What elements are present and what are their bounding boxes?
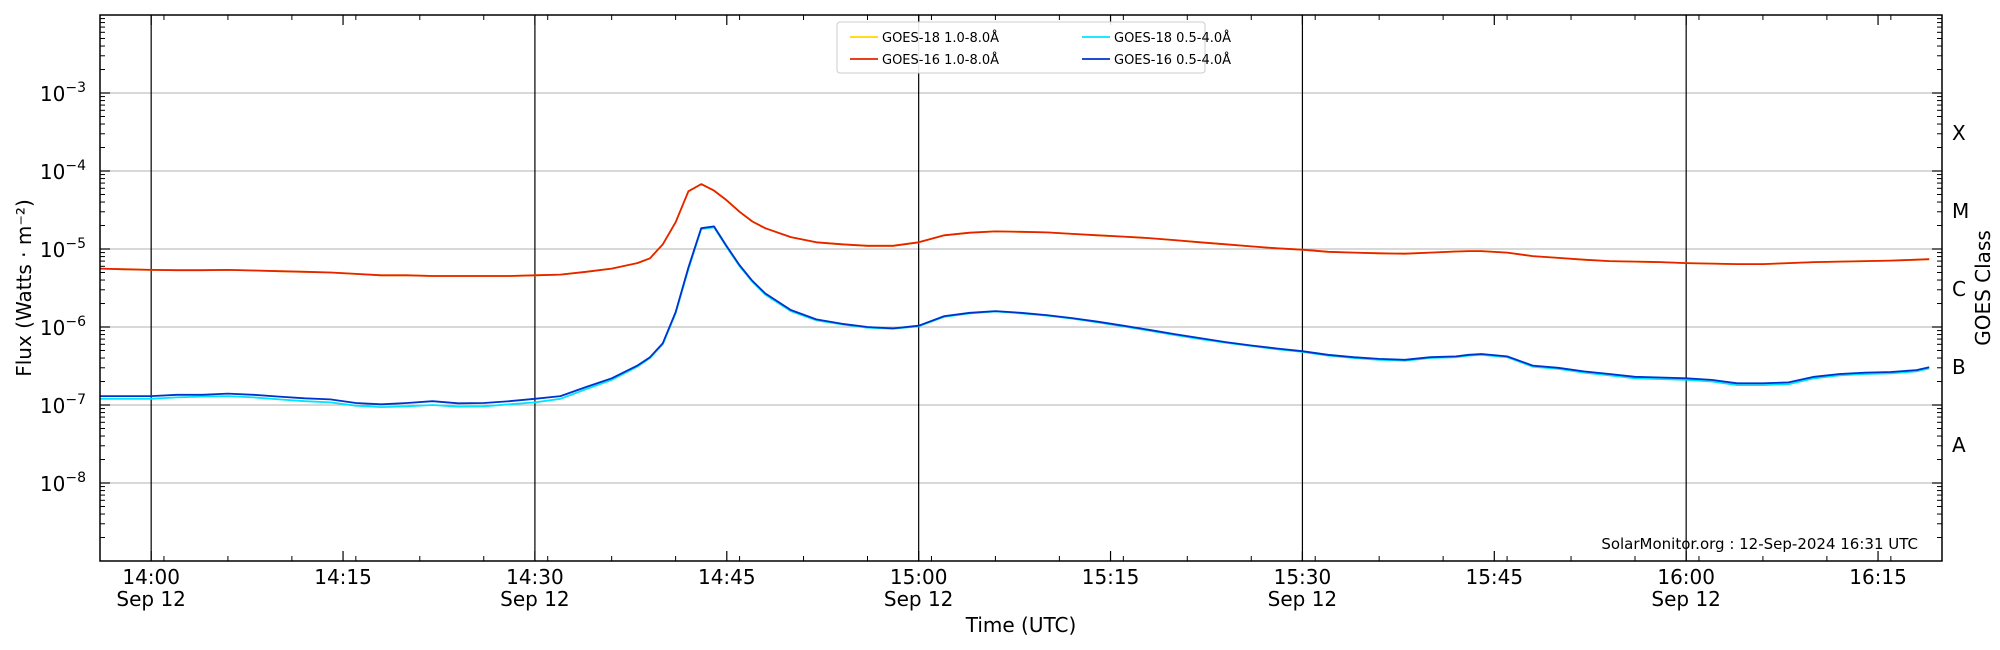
y-tick-label: 10−8	[40, 470, 86, 496]
legend-label: GOES-18 1.0-8.0Å	[882, 30, 999, 46]
y-tick-label: 10−5	[40, 236, 86, 262]
y-tick-label: 10−4	[40, 158, 86, 184]
series-line-goes-18-0-5-4-0	[100, 226, 1930, 409]
x-tick-label: 14:00	[122, 565, 180, 589]
x-tick-label: 14:45	[698, 565, 756, 589]
goes-class-labels: A B C M X	[1952, 121, 1969, 457]
goes-class-label: M	[1952, 199, 1969, 223]
day-hour-markers	[150, 15, 1687, 561]
x-tick-date-label: Sep 12	[1651, 587, 1721, 611]
x-tick-date-label: Sep 12	[1268, 587, 1338, 611]
legend-label: GOES-16 0.5-4.0Å	[1114, 52, 1231, 68]
x-axis-title: Time (UTC)	[965, 613, 1077, 637]
legend-frame	[836, 21, 1206, 74]
x-tick-date-label: Sep 12	[500, 587, 570, 611]
plot-series	[99, 183, 1930, 409]
goes-class-label: X	[1952, 121, 1966, 145]
goes-class-label: A	[1952, 433, 1966, 457]
x-tick-label: 15:00	[890, 565, 948, 589]
y-tick-labels: 10−8 10−7 10−6 10−5 10−4 10−3	[40, 80, 86, 496]
y-tick-label: 10−7	[40, 392, 86, 418]
plot-frame	[99, 14, 1943, 562]
x-tick-label: 15:30	[1274, 565, 1332, 589]
watermark-label: SolarMonitor.org : 12-Sep-2024 16:31 UTC	[1601, 535, 1918, 553]
x-tick-label: 16:15	[1849, 565, 1907, 589]
grid-lines	[100, 92, 1942, 484]
axis-ticks	[99, 15, 1942, 561]
x-tick-label: 14:30	[506, 565, 564, 589]
x-tick-label: 16:00	[1657, 565, 1715, 589]
x-tick-label: 15:45	[1465, 565, 1523, 589]
y-axis-title: Flux (Watts · m⁻²)	[12, 199, 36, 377]
chart-legend: GOES-18 1.0-8.0Å GOES-16 1.0-8.0Å GOES-18 …	[836, 21, 1231, 74]
y-tick-label: 10−6	[40, 314, 86, 340]
x-tick-label: 15:15	[1082, 565, 1140, 589]
series-line-goes-16-1-0-8-0	[99, 183, 1930, 277]
x-tick-date-label: Sep 12	[884, 587, 954, 611]
goes-class-label: B	[1952, 355, 1966, 379]
x-tick-label: 14:15	[314, 565, 372, 589]
x-tick-date-label: Sep 12	[116, 587, 186, 611]
series-line-goes-16-0-5-4-0	[100, 225, 1930, 406]
y-tick-label: 10−3	[40, 80, 86, 106]
y2-axis-title: GOES Class	[1971, 230, 1995, 346]
legend-label: GOES-18 0.5-4.0Å	[1114, 30, 1231, 46]
goes-class-label: C	[1952, 277, 1966, 301]
legend-label: GOES-16 1.0-8.0Å	[882, 52, 999, 68]
